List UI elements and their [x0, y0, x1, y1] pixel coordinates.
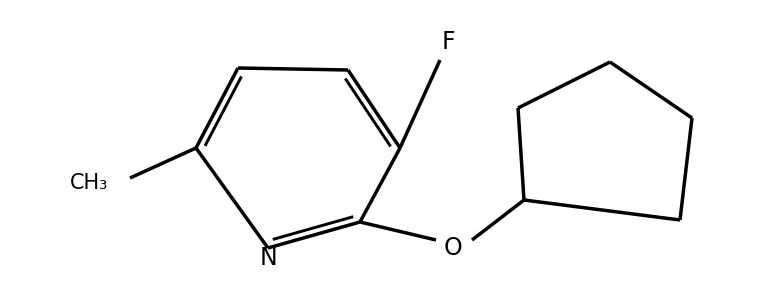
Text: CH₃: CH₃: [70, 173, 108, 193]
Text: O: O: [444, 236, 462, 260]
Text: F: F: [442, 30, 454, 54]
Text: N: N: [259, 246, 277, 270]
